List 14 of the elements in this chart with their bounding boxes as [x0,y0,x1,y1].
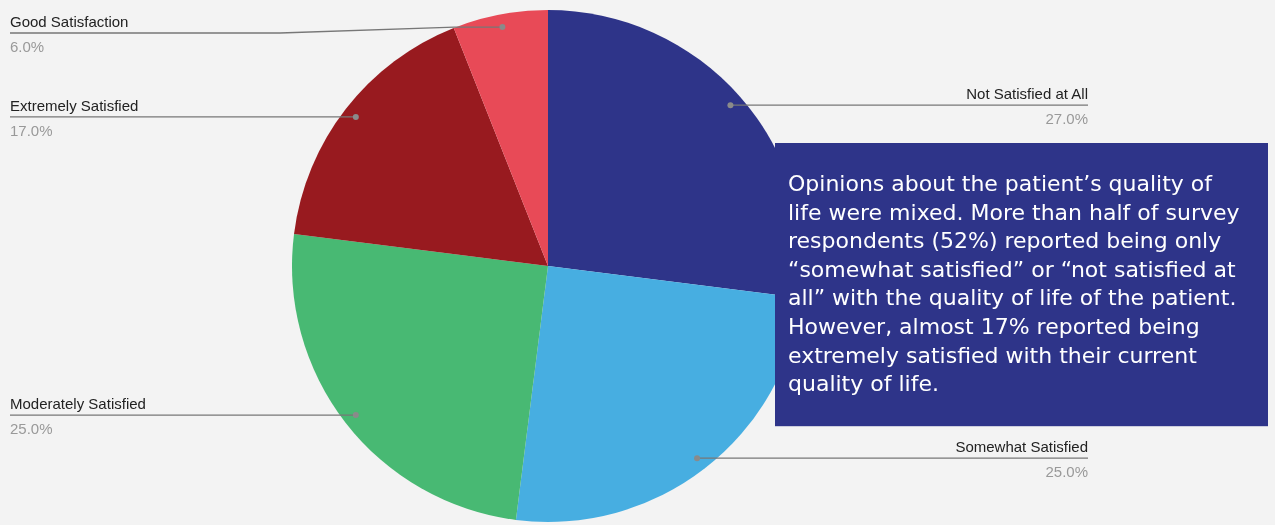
data-label: 25.0% [1045,463,1088,481]
slice-label: Moderately Satisfied [10,395,146,413]
text: Opinions about the patient’s quality of life were mixed. More than half of survey respondents (52%) reported being only “somewhat satisfied” or “not satisfied at all” with the quality of life of the patient. However, almost 17% reported being extremely satisfied with their current quality of life. [788,171,1240,397]
slice-label: Somewhat Satisfied [955,438,1088,456]
pie-slice [292,233,548,520]
data-label: 25.0% [10,420,53,438]
pie-slice [294,27,548,266]
pie-slice [453,10,548,266]
data-label: 27.0% [1045,110,1088,128]
data-label: 17.0% [10,121,53,139]
slice-label: Not Satisfied at All [966,85,1088,103]
slice-label: Good Satisfaction [10,13,129,30]
data-label: 6.0% [10,38,45,55]
slice-label: Extremely Satisfied [10,96,139,114]
